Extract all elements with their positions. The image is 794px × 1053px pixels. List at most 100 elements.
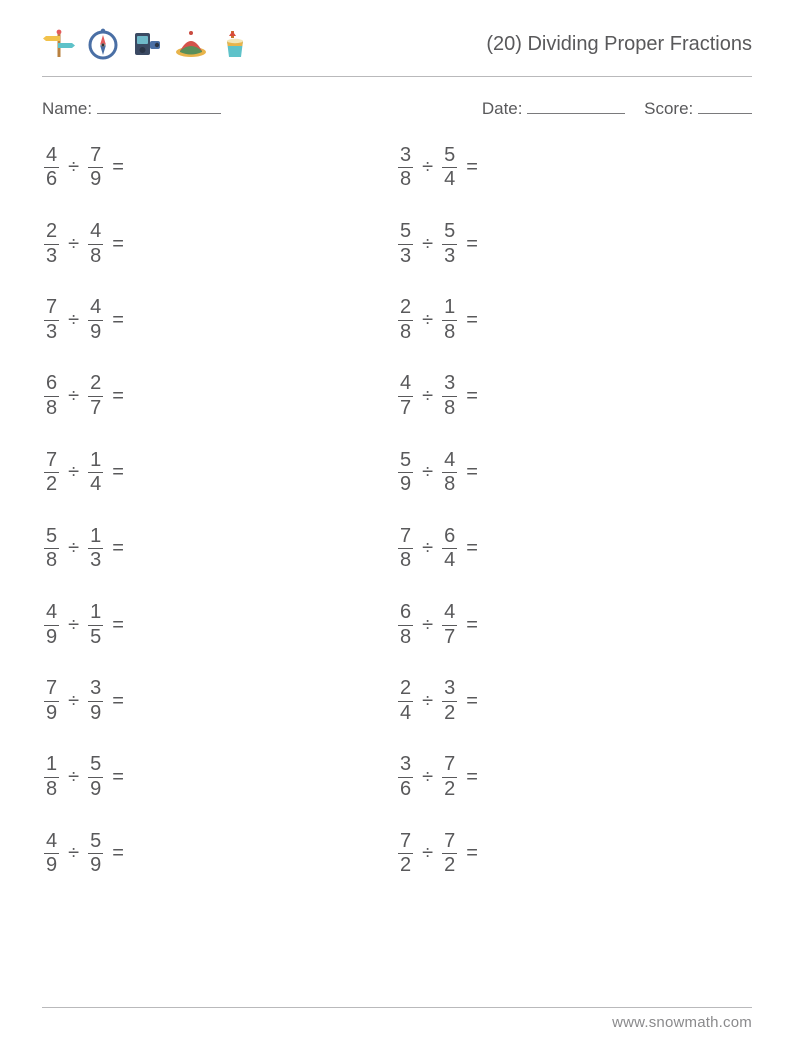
fraction: 48 bbox=[442, 450, 457, 496]
operator: ÷ bbox=[68, 385, 79, 408]
denominator: 9 bbox=[88, 779, 103, 801]
equals: = bbox=[466, 309, 478, 332]
fraction: 54 bbox=[442, 145, 457, 191]
denominator: 9 bbox=[44, 855, 59, 877]
problem: 78÷64= bbox=[398, 526, 752, 572]
denominator: 9 bbox=[88, 855, 103, 877]
operator: ÷ bbox=[68, 309, 79, 332]
denominator: 7 bbox=[398, 398, 413, 420]
fraction: 38 bbox=[398, 145, 413, 191]
fraction: 14 bbox=[88, 450, 103, 496]
operator: ÷ bbox=[68, 537, 79, 560]
numerator: 2 bbox=[398, 297, 413, 319]
problem: 79÷39= bbox=[44, 678, 398, 724]
fraction: 47 bbox=[442, 602, 457, 648]
numerator: 5 bbox=[442, 221, 457, 243]
fraction: 49 bbox=[44, 602, 59, 648]
problem: 18÷59= bbox=[44, 754, 398, 800]
fraction: 46 bbox=[44, 145, 59, 191]
numerator: 1 bbox=[44, 754, 59, 776]
operator: ÷ bbox=[422, 766, 433, 789]
numerator: 1 bbox=[442, 297, 457, 319]
denominator: 9 bbox=[88, 322, 103, 344]
problems-grid: 46÷79=38÷54=23÷48=53÷53=73÷49=28÷18=68÷2… bbox=[42, 145, 752, 877]
denominator: 7 bbox=[442, 627, 457, 649]
equals: = bbox=[466, 233, 478, 256]
header-icons bbox=[42, 27, 252, 61]
equals: = bbox=[112, 766, 124, 789]
fraction: 53 bbox=[442, 221, 457, 267]
problem: 47÷38= bbox=[398, 373, 752, 419]
fraction: 39 bbox=[88, 678, 103, 724]
problem: 72÷72= bbox=[398, 831, 752, 877]
operator: ÷ bbox=[422, 309, 433, 332]
numerator: 5 bbox=[88, 754, 103, 776]
fraction: 68 bbox=[44, 373, 59, 419]
numerator: 4 bbox=[88, 297, 103, 319]
fraction: 72 bbox=[442, 831, 457, 877]
equals: = bbox=[466, 537, 478, 560]
equals: = bbox=[112, 461, 124, 484]
cup-icon bbox=[218, 27, 252, 61]
operator: ÷ bbox=[68, 233, 79, 256]
footer-text: www.snowmath.com bbox=[42, 1014, 752, 1031]
operator: ÷ bbox=[422, 842, 433, 865]
problem: 24÷32= bbox=[398, 678, 752, 724]
problem: 73÷49= bbox=[44, 297, 398, 343]
numerator: 7 bbox=[44, 678, 59, 700]
fraction: 47 bbox=[398, 373, 413, 419]
denominator: 4 bbox=[88, 474, 103, 496]
numerator: 3 bbox=[398, 754, 413, 776]
header-rule bbox=[42, 76, 752, 77]
signpost-icon bbox=[42, 27, 76, 61]
operator: ÷ bbox=[68, 156, 79, 179]
denominator: 3 bbox=[88, 550, 103, 572]
camera-icon bbox=[130, 27, 164, 61]
denominator: 6 bbox=[44, 169, 59, 191]
fraction: 13 bbox=[88, 526, 103, 572]
problem: 49÷15= bbox=[44, 602, 398, 648]
equals: = bbox=[466, 156, 478, 179]
header-bar: (20) Dividing Proper Fractions bbox=[42, 20, 752, 68]
fraction: 28 bbox=[398, 297, 413, 343]
equals: = bbox=[112, 690, 124, 713]
date-label: Date: bbox=[482, 99, 523, 118]
denominator: 4 bbox=[442, 550, 457, 572]
numerator: 4 bbox=[44, 831, 59, 853]
fraction: 64 bbox=[442, 526, 457, 572]
denominator: 2 bbox=[442, 855, 457, 877]
numerator: 7 bbox=[88, 145, 103, 167]
equals: = bbox=[112, 614, 124, 637]
denominator: 8 bbox=[398, 322, 413, 344]
operator: ÷ bbox=[422, 233, 433, 256]
denominator: 2 bbox=[44, 474, 59, 496]
denominator: 9 bbox=[88, 703, 103, 725]
fraction: 72 bbox=[442, 754, 457, 800]
problem: 58÷13= bbox=[44, 526, 398, 572]
equals: = bbox=[466, 842, 478, 865]
denominator: 8 bbox=[442, 322, 457, 344]
numerator: 1 bbox=[88, 526, 103, 548]
numerator: 3 bbox=[442, 678, 457, 700]
fraction: 18 bbox=[44, 754, 59, 800]
equals: = bbox=[112, 842, 124, 865]
numerator: 1 bbox=[88, 450, 103, 472]
operator: ÷ bbox=[68, 461, 79, 484]
numerator: 7 bbox=[44, 297, 59, 319]
denominator: 8 bbox=[44, 779, 59, 801]
problem: 38÷54= bbox=[398, 145, 752, 191]
hat-icon bbox=[174, 27, 208, 61]
numerator: 2 bbox=[398, 678, 413, 700]
numerator: 4 bbox=[44, 602, 59, 624]
equals: = bbox=[466, 614, 478, 637]
problem: 46÷79= bbox=[44, 145, 398, 191]
operator: ÷ bbox=[422, 690, 433, 713]
problem: 59÷48= bbox=[398, 450, 752, 496]
denominator: 8 bbox=[398, 169, 413, 191]
fraction: 79 bbox=[88, 145, 103, 191]
numerator: 3 bbox=[442, 373, 457, 395]
fraction: 24 bbox=[398, 678, 413, 724]
operator: ÷ bbox=[68, 614, 79, 637]
fraction: 36 bbox=[398, 754, 413, 800]
problem: 72÷14= bbox=[44, 450, 398, 496]
